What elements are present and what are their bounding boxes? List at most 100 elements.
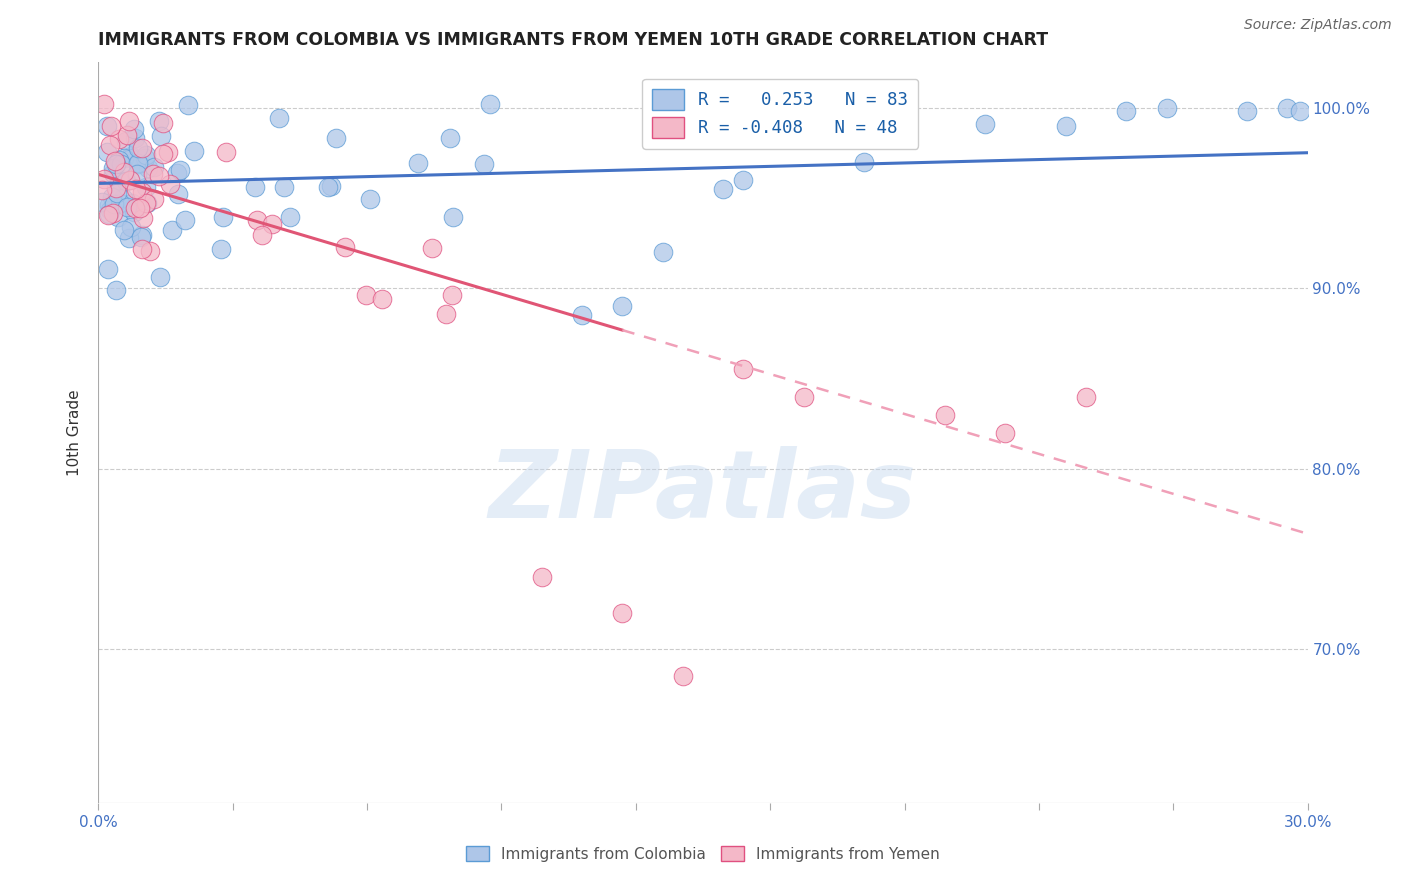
Point [96,119,118,133]
Point [108,132,131,146]
Point [1236,104,1258,119]
Point [104,156,127,170]
Point [325,131,347,145]
Point [112,165,135,179]
Point [107,210,129,224]
Point [318,179,340,194]
Text: ZIPatlas: ZIPatlas [489,446,917,538]
Point [733,173,755,187]
Point [110,157,132,171]
Point [142,167,165,181]
Point [91,183,114,197]
Point [441,288,464,302]
Point [139,244,162,258]
Point [112,191,135,205]
Point [124,131,146,145]
Point [212,211,235,225]
Point [101,206,124,220]
Point [439,130,461,145]
Point [994,425,1017,440]
Point [120,151,142,165]
Point [148,169,170,184]
Point [125,182,148,196]
Point [371,292,394,306]
Y-axis label: 10th Grade: 10th Grade [67,389,83,476]
Point [124,201,146,215]
Point [105,186,128,201]
Point [974,117,997,131]
Point [104,181,127,195]
Point [267,111,290,125]
Point [97,208,120,222]
Point [793,390,815,404]
Point [152,146,174,161]
Point [127,141,149,155]
Point [252,228,274,243]
Point [321,178,343,193]
Point [98,198,121,212]
Point [160,223,183,237]
Point [131,227,153,242]
Point [711,182,734,196]
Point [243,179,266,194]
Point [262,217,284,231]
Point [612,299,634,313]
Point [406,156,429,170]
Point [108,173,131,187]
Point [135,195,157,210]
Point [96,145,118,159]
Point [246,213,269,227]
Point [127,167,149,181]
Point [91,194,114,209]
Point [131,243,153,257]
Point [135,179,157,194]
Point [143,160,166,174]
Point [149,269,172,284]
Point [112,222,135,236]
Point [1277,101,1299,115]
Point [114,134,136,148]
Point [103,197,125,211]
Point [97,262,120,277]
Point [1156,101,1178,115]
Point [1074,390,1097,404]
Point [104,153,127,168]
Point [132,211,155,225]
Point [1115,104,1137,119]
Point [166,166,188,180]
Point [98,207,121,221]
Point [108,196,131,211]
Point [115,200,138,214]
Point [333,240,356,254]
Point [159,177,181,191]
Point [215,145,238,160]
Point [104,283,127,297]
Point [278,210,301,224]
Point [122,121,145,136]
Point [169,163,191,178]
Point [135,196,157,211]
Point [98,202,121,217]
Point [441,210,464,224]
Point [131,229,153,244]
Point [1288,104,1310,119]
Point [108,153,131,168]
Point [612,606,634,620]
Point [101,190,124,204]
Point [120,173,142,187]
Point [934,408,956,422]
Point [100,119,122,133]
Text: Source: ZipAtlas.com: Source: ZipAtlas.com [1244,18,1392,32]
Point [209,242,232,256]
Legend: Immigrants from Colombia, Immigrants from Yemen: Immigrants from Colombia, Immigrants fro… [458,838,948,869]
Point [472,157,495,171]
Point [112,151,135,165]
Point [479,97,502,112]
Point [733,362,755,376]
Point [149,128,172,143]
Point [114,174,136,188]
Point [118,114,141,128]
Point [120,219,142,234]
Point [118,231,141,245]
Point [356,287,378,301]
